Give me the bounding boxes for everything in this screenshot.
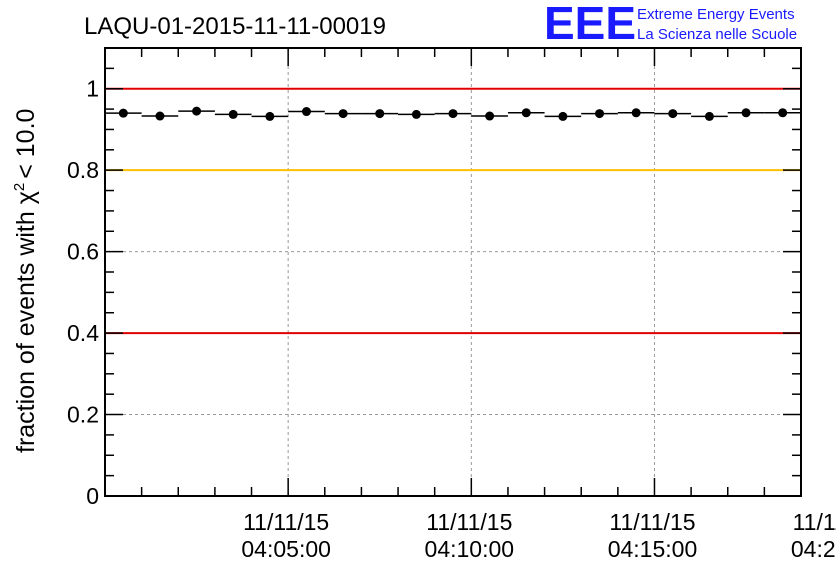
x-tick-label-date: 11/11/15 — [793, 509, 836, 535]
x-tick-label-time: 04:20:00 — [791, 536, 836, 562]
y-tick-labels: 0 0.2 0.4 0.6 0.8 1 — [67, 76, 99, 509]
data-point — [595, 109, 605, 119]
y-tick-label: 0.8 — [67, 157, 99, 183]
y-axis-label: fraction of events with χ2 < 10.0 — [11, 109, 40, 453]
x-tick-label-date: 11/11/15 — [609, 509, 695, 535]
x-tick-label-time: 04:10:00 — [425, 536, 515, 562]
logo-mark: EEE — [544, 0, 636, 49]
data-points — [105, 106, 801, 121]
reference-lines — [105, 87, 801, 335]
data-point — [411, 109, 421, 119]
y-axis-label-symbol: χ — [12, 191, 40, 204]
data-point — [521, 108, 531, 118]
y-tick-label: 1 — [86, 76, 99, 102]
axis-ticks — [104, 47, 802, 497]
data-point — [558, 111, 568, 121]
y-axis-label-condition: < 10.0 — [12, 109, 40, 179]
data-point — [485, 111, 495, 121]
data-point — [265, 111, 275, 121]
logo-line-1: Extreme Energy Events — [637, 6, 795, 23]
data-point — [301, 107, 311, 117]
eee-logo: EEE Extreme Energy Events La Scienza nel… — [544, 0, 797, 49]
data-point — [778, 108, 788, 118]
y-axis-label-text: fraction of events with — [12, 211, 40, 453]
data-point — [704, 111, 714, 121]
y-axis-label-superscript: 2 — [11, 183, 28, 191]
x-tick-label-time: 04:05:00 — [241, 536, 331, 562]
y-tick-label: 0.4 — [67, 320, 99, 346]
y-tick-label: 0 — [86, 483, 99, 509]
x-tick-label-date: 11/11/15 — [243, 509, 329, 535]
data-point — [228, 109, 238, 119]
data-point — [192, 106, 202, 116]
x-tick-label-time: 04:15:00 — [608, 536, 698, 562]
data-point — [118, 108, 128, 118]
data-point — [741, 108, 751, 118]
chart-title: LAQU-01-2015-11-11-00019 — [84, 13, 386, 40]
x-tick-label-date: 11/11/15 — [426, 509, 512, 535]
data-point — [668, 109, 678, 119]
data-point — [155, 111, 165, 121]
data-point — [631, 108, 641, 118]
data-point — [375, 109, 385, 119]
y-tick-label: 0.2 — [67, 402, 99, 428]
x-tick-labels: 11/11/1504:05:0011/11/1504:10:0011/11/15… — [241, 509, 836, 562]
data-point — [448, 109, 458, 119]
y-tick-label: 0.6 — [67, 239, 99, 265]
data-point — [338, 109, 348, 119]
logo-line-2: La Scienza nelle Scuole — [637, 26, 797, 43]
